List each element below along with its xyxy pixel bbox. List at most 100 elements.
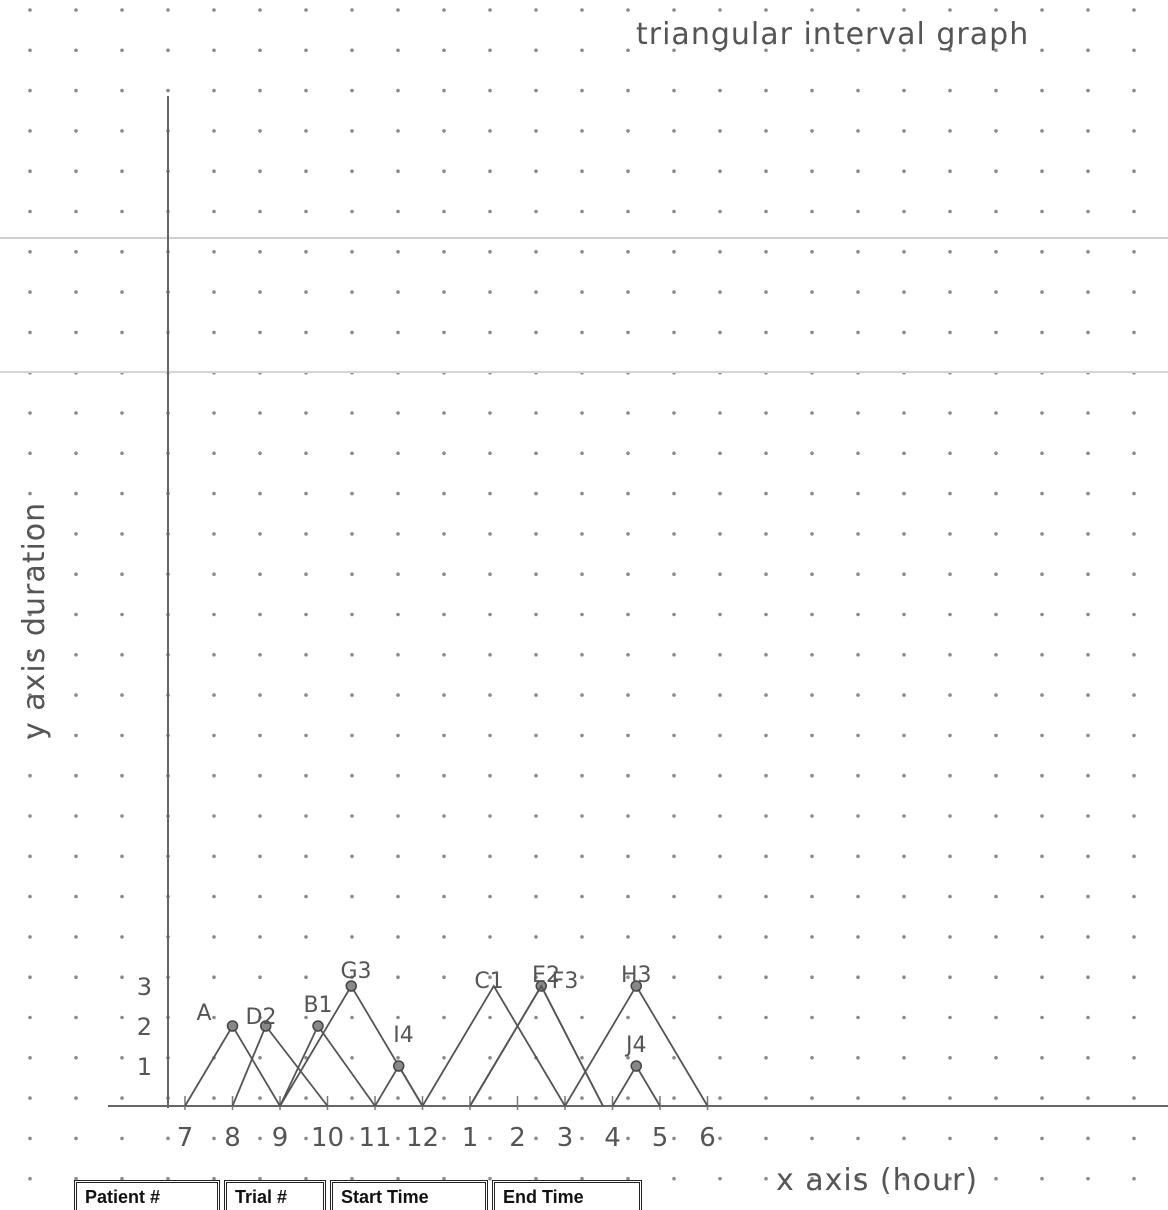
grid-dot bbox=[810, 733, 814, 738]
grid-dot bbox=[74, 733, 78, 738]
interval-triangle bbox=[279, 1024, 376, 1107]
grid-dot bbox=[442, 773, 446, 778]
grid-dot bbox=[580, 733, 584, 738]
grid-dot bbox=[304, 330, 308, 335]
grid-dot bbox=[948, 693, 952, 697]
grid-dot bbox=[74, 975, 78, 979]
table-header-trial: Trial # bbox=[224, 1180, 326, 1210]
grid-dot bbox=[488, 894, 492, 899]
grid-dot bbox=[718, 612, 722, 617]
grid-dot bbox=[902, 935, 906, 939]
grid-dot bbox=[350, 290, 354, 294]
grid-dot bbox=[120, 1176, 124, 1181]
grid-dot bbox=[856, 169, 860, 173]
grid-dot bbox=[534, 1015, 538, 1020]
grid-dot bbox=[212, 88, 216, 93]
grid-dot bbox=[212, 411, 216, 415]
grid-dot bbox=[350, 491, 354, 496]
grid-dot bbox=[626, 975, 630, 979]
grid-dot bbox=[442, 1056, 446, 1060]
grid-dot bbox=[626, 1136, 630, 1141]
grid-dot bbox=[120, 330, 124, 335]
grid-dot bbox=[856, 854, 860, 859]
grid-dot bbox=[948, 532, 952, 536]
grid-dot bbox=[258, 1056, 262, 1060]
grid-dot bbox=[948, 169, 952, 173]
grid-dot bbox=[258, 1176, 262, 1181]
grid-dot bbox=[856, 1015, 860, 1020]
grid-dot bbox=[994, 209, 998, 214]
grid-dot bbox=[120, 48, 124, 53]
grid-dot bbox=[672, 773, 676, 778]
grid-dot bbox=[212, 733, 216, 738]
grid-dot bbox=[718, 693, 722, 697]
grid-dot bbox=[1086, 612, 1090, 617]
grid-dot bbox=[764, 612, 768, 617]
grid-dot bbox=[442, 48, 446, 53]
grid-dot bbox=[672, 411, 676, 415]
grid-dot bbox=[1086, 451, 1090, 456]
grid-dot bbox=[948, 814, 952, 818]
grid-dot bbox=[856, 532, 860, 536]
grid-dot bbox=[350, 693, 354, 697]
grid-dot bbox=[28, 814, 32, 818]
grid-dot bbox=[810, 491, 814, 496]
grid-dot bbox=[994, 88, 998, 93]
grid-dot bbox=[948, 411, 952, 415]
grid-dot bbox=[810, 693, 814, 697]
grid-dot bbox=[1086, 733, 1090, 738]
grid-dot bbox=[350, 814, 354, 818]
grid-dot bbox=[488, 572, 492, 576]
grid-dot bbox=[718, 532, 722, 536]
grid-dot bbox=[396, 975, 400, 979]
grid-dot bbox=[304, 1015, 308, 1020]
grid-dot bbox=[1086, 491, 1090, 496]
grid-dot bbox=[304, 1096, 308, 1100]
grid-dot bbox=[948, 733, 952, 738]
grid-dot bbox=[1132, 451, 1136, 456]
grid-dot bbox=[994, 653, 998, 657]
grid-dot bbox=[948, 935, 952, 939]
grid-dot bbox=[28, 48, 32, 53]
grid-dot bbox=[626, 854, 630, 859]
grid-dot bbox=[1086, 48, 1090, 53]
grid-dot bbox=[856, 693, 860, 697]
grid-dot bbox=[350, 330, 354, 335]
grid-dot bbox=[580, 773, 584, 778]
grid-dot bbox=[948, 491, 952, 496]
grid-dot bbox=[1040, 693, 1044, 697]
grid-dot bbox=[534, 48, 538, 53]
grid-dot bbox=[902, 975, 906, 979]
grid-dot bbox=[396, 129, 400, 133]
grid-dot bbox=[902, 733, 906, 738]
grid-dot bbox=[672, 975, 676, 979]
grid-dot bbox=[672, 48, 676, 53]
grid-dot bbox=[396, 935, 400, 939]
grid-dot bbox=[258, 411, 262, 415]
grid-dot bbox=[672, 935, 676, 939]
grid-dot bbox=[718, 451, 722, 456]
grid-dot bbox=[74, 250, 78, 254]
grid-dot bbox=[74, 209, 78, 214]
grid-dot bbox=[718, 1056, 722, 1060]
grid-dot bbox=[488, 1136, 492, 1141]
grid-dot bbox=[212, 169, 216, 173]
grid-dot bbox=[120, 1136, 124, 1141]
grid-dot bbox=[442, 250, 446, 254]
grid-dot bbox=[74, 572, 78, 576]
y-tick-label: 3 bbox=[137, 973, 152, 1001]
interval-triangle bbox=[611, 1064, 661, 1107]
grid-dot bbox=[212, 451, 216, 456]
grid-dot bbox=[534, 572, 538, 576]
grid-dot bbox=[488, 129, 492, 133]
grid-dot bbox=[580, 1176, 584, 1181]
grid-dot bbox=[902, 169, 906, 173]
grid-dot bbox=[534, 612, 538, 617]
x-axis-label: x axis (hour) bbox=[776, 1163, 978, 1198]
grid-dot bbox=[718, 129, 722, 133]
grid-dot bbox=[442, 330, 446, 335]
grid-dot bbox=[1040, 612, 1044, 617]
grid-dot bbox=[994, 612, 998, 617]
grid-dot bbox=[442, 491, 446, 496]
grid-dot bbox=[74, 814, 78, 818]
